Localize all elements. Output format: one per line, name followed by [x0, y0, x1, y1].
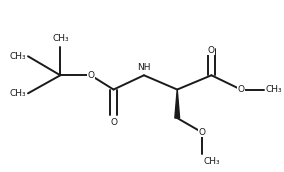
Text: NH: NH: [137, 63, 151, 72]
Text: O: O: [199, 128, 205, 137]
Text: O: O: [237, 85, 245, 94]
Text: CH₃: CH₃: [9, 89, 26, 98]
Polygon shape: [175, 90, 179, 118]
Text: O: O: [87, 71, 94, 80]
Text: CH₃: CH₃: [9, 52, 26, 61]
Text: O: O: [208, 46, 215, 55]
Text: O: O: [110, 118, 117, 127]
Text: CH₃: CH₃: [266, 85, 282, 94]
Text: CH₃: CH₃: [52, 34, 69, 43]
Text: CH₃: CH₃: [204, 157, 220, 166]
